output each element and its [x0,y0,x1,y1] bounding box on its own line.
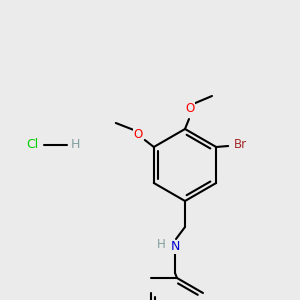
Text: Br: Br [234,139,247,152]
Text: H: H [157,238,165,251]
Text: N: N [170,241,180,254]
Text: O: O [185,103,195,116]
Text: O: O [133,128,142,142]
Text: Cl: Cl [26,139,38,152]
Text: H: H [70,139,80,152]
